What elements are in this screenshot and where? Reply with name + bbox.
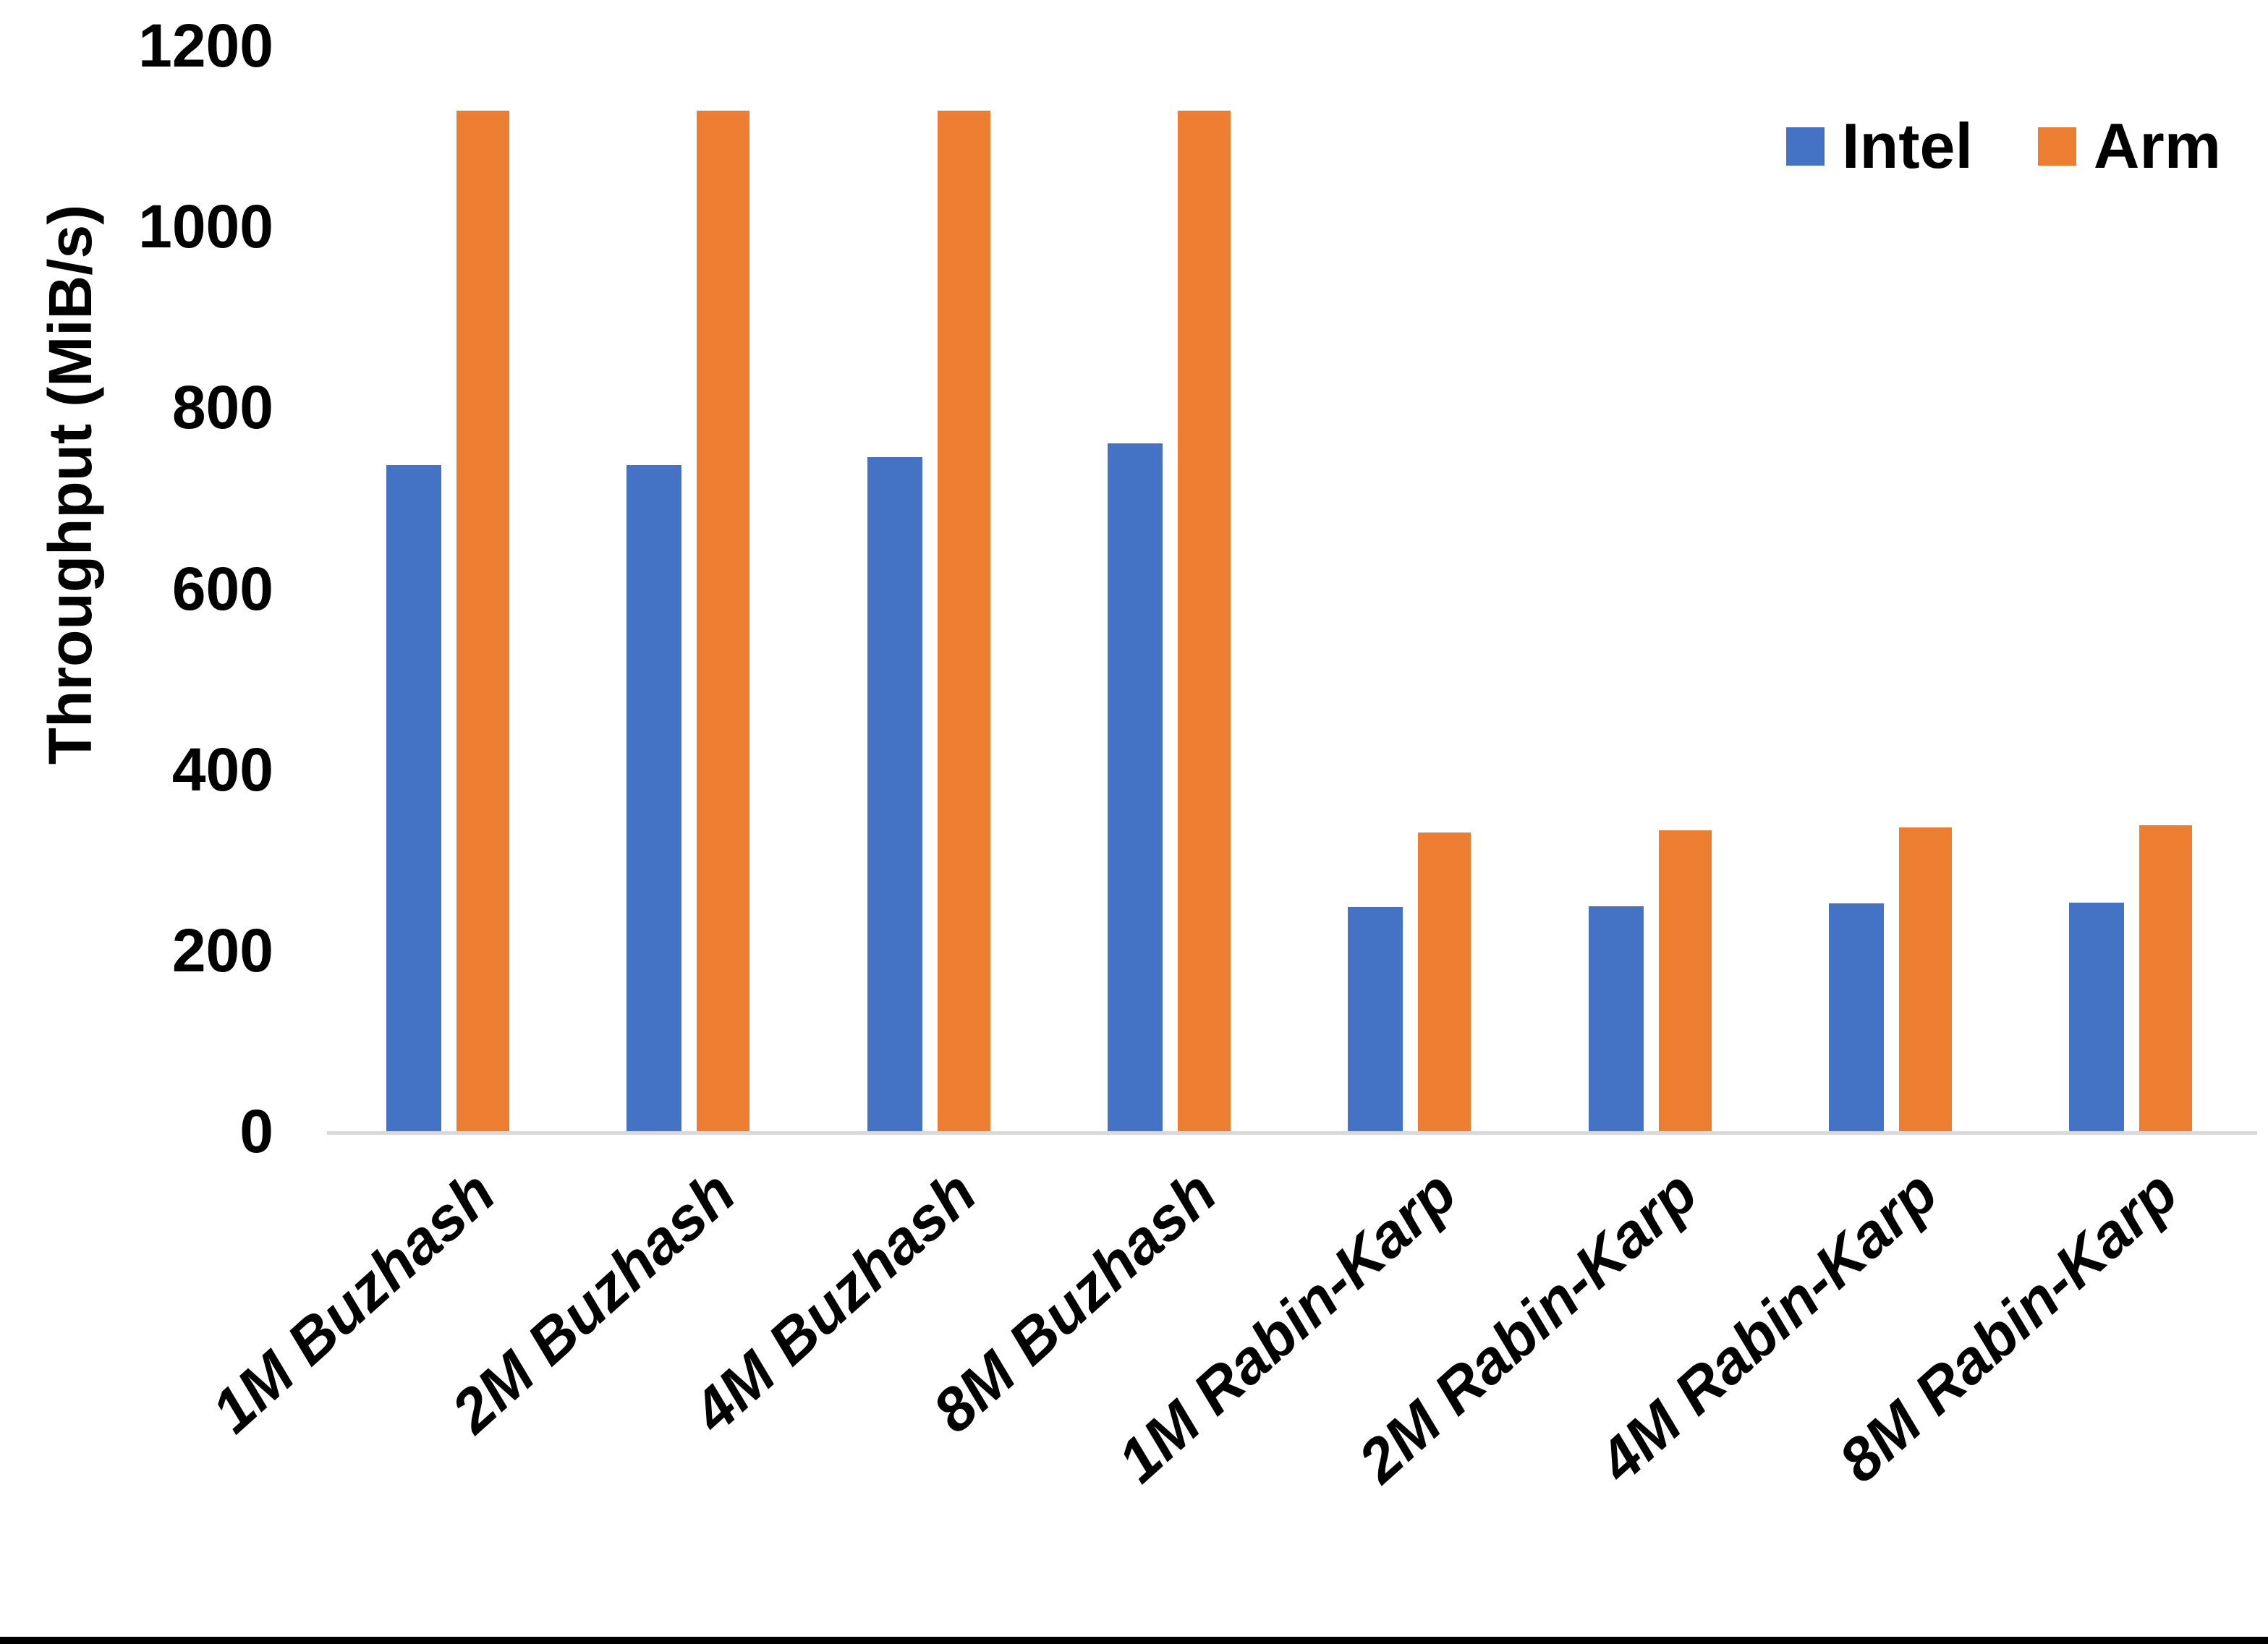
x-axis-line — [327, 1131, 2257, 1135]
bar-arm-2m-rabin-karp — [1659, 830, 1712, 1131]
bar-arm-4m-buzhash — [938, 111, 990, 1131]
legend-label-arm: Arm — [2093, 110, 2221, 182]
bar-arm-4m-rabin-karp — [1899, 827, 1952, 1131]
bar-intel-2m-rabin-karp — [1589, 906, 1644, 1131]
bar-intel-1m-rabin-karp — [1348, 907, 1403, 1131]
y-tick-label-1000: 1000 — [138, 192, 273, 260]
legend: Intel Arm — [1786, 110, 2221, 182]
legend-swatch-intel — [1786, 127, 1825, 166]
y-tick-label-400: 400 — [171, 736, 273, 804]
bar-arm-1m-rabin-karp — [1418, 832, 1471, 1131]
legend-swatch-arm — [2037, 127, 2076, 166]
bar-arm-1m-buzhash — [456, 111, 509, 1131]
bar-intel-2m-buzhash — [627, 465, 681, 1131]
bottom-border — [0, 1637, 2268, 1644]
bar-arm-8m-buzhash — [1178, 111, 1231, 1131]
y-tick-label-600: 600 — [171, 555, 273, 623]
bar-arm-8m-rabin-karp — [2139, 825, 2192, 1131]
y-tick-label-200: 200 — [171, 916, 273, 984]
y-tick-label-0: 0 — [239, 1097, 273, 1165]
bar-intel-8m-buzhash — [1108, 443, 1163, 1131]
bar-intel-1m-buzhash — [386, 465, 441, 1131]
legend-entry-intel: Intel — [1786, 110, 1973, 182]
legend-entry-arm: Arm — [2037, 110, 2221, 182]
bar-intel-4m-rabin-karp — [1829, 903, 1884, 1131]
bar-intel-8m-rabin-karp — [2069, 903, 2124, 1131]
bar-intel-4m-buzhash — [867, 457, 922, 1131]
y-tick-label-800: 800 — [171, 373, 273, 441]
bar-arm-2m-buzhash — [697, 111, 749, 1131]
legend-label-intel: Intel — [1842, 110, 1973, 182]
y-tick-label-1200: 1200 — [138, 12, 273, 80]
